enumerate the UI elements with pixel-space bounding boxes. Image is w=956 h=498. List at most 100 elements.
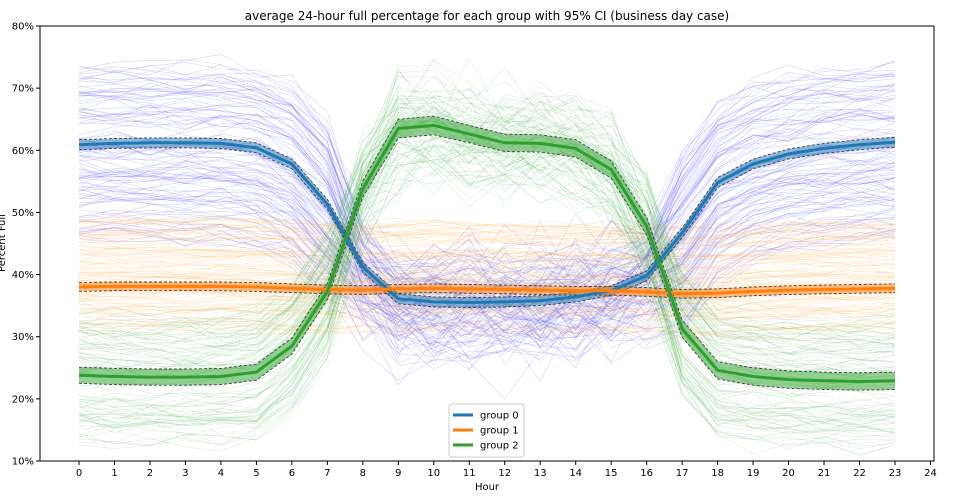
individual-trace bbox=[78, 270, 896, 288]
individual-trace bbox=[78, 224, 896, 239]
individual-trace bbox=[78, 97, 896, 283]
x-tick-label: 21 bbox=[818, 468, 831, 479]
ci-lower-line-group-0 bbox=[78, 146, 896, 308]
individual-trace bbox=[78, 234, 896, 247]
individual-trace bbox=[78, 226, 896, 240]
x-tick-label: 11 bbox=[463, 468, 476, 479]
individual-trace bbox=[78, 226, 896, 241]
individual-trace bbox=[78, 114, 896, 339]
legend-label: group 2 bbox=[480, 441, 519, 452]
series-line-group-1 bbox=[78, 284, 896, 296]
ci-upper-line-group-1 bbox=[78, 281, 896, 290]
individual-trace bbox=[78, 219, 896, 233]
y-tick-label: 60% bbox=[12, 146, 34, 157]
x-tick-label: 1 bbox=[111, 468, 117, 479]
individual-trace bbox=[78, 221, 896, 238]
individual-trace bbox=[78, 273, 896, 287]
individual-trace bbox=[78, 120, 896, 415]
individual-trace bbox=[78, 252, 896, 263]
individual-trace bbox=[78, 144, 896, 330]
individual-trace bbox=[78, 205, 896, 339]
individual-trace bbox=[78, 312, 896, 326]
individual-trace bbox=[78, 143, 896, 450]
individual-trace bbox=[78, 246, 896, 258]
individual-trace bbox=[78, 249, 896, 262]
individual-trace bbox=[78, 53, 896, 280]
individual-trace bbox=[78, 87, 896, 319]
individual-trace bbox=[78, 215, 896, 231]
series-line-group-0 bbox=[78, 140, 896, 304]
individual-trace bbox=[78, 59, 896, 321]
individual-trace bbox=[78, 141, 896, 434]
individual-trace bbox=[78, 137, 896, 417]
individual-trace bbox=[78, 69, 896, 322]
individual-trace bbox=[78, 76, 896, 283]
y-tick-label: 50% bbox=[12, 208, 34, 219]
individual-trace bbox=[78, 221, 896, 366]
individual-trace bbox=[78, 190, 896, 343]
individual-trace bbox=[78, 145, 896, 432]
individual-trace bbox=[78, 221, 896, 237]
individual-trace bbox=[78, 259, 896, 271]
individual-trace bbox=[78, 174, 896, 455]
individual-trace bbox=[78, 170, 896, 332]
individual-trace bbox=[78, 307, 896, 322]
ci-lower-line-group-1 bbox=[78, 290, 896, 299]
individual-trace bbox=[78, 303, 896, 317]
individual-trace bbox=[78, 254, 896, 267]
individual-trace bbox=[78, 144, 896, 425]
individual-trace bbox=[78, 64, 896, 298]
individual-trace bbox=[78, 248, 896, 262]
individual-trace bbox=[78, 163, 896, 327]
series-line-group-2 bbox=[78, 123, 896, 383]
individual-trace bbox=[78, 131, 896, 413]
individual-trace bbox=[78, 232, 896, 245]
individual-trace bbox=[78, 194, 896, 351]
individual-trace bbox=[78, 71, 896, 315]
individual-trace bbox=[78, 319, 896, 335]
y-tick-label: 40% bbox=[12, 270, 34, 281]
x-tick-label: 5 bbox=[253, 468, 259, 479]
individual-trace bbox=[78, 89, 896, 346]
individual-trace bbox=[78, 88, 896, 296]
individual-trace bbox=[78, 122, 896, 412]
individual-trace bbox=[78, 160, 896, 437]
x-tick-label: 6 bbox=[289, 468, 295, 479]
y-tick-label: 10% bbox=[12, 457, 34, 468]
y-axis-label: Percent Full bbox=[0, 214, 8, 272]
legend-label: group 0 bbox=[480, 411, 519, 422]
individual-trace bbox=[78, 171, 896, 331]
individual-trace bbox=[78, 272, 896, 290]
individual-trace bbox=[78, 142, 896, 418]
individual-trace bbox=[78, 290, 896, 302]
individual-trace bbox=[78, 186, 896, 358]
individual-trace bbox=[78, 209, 896, 360]
individual-trace bbox=[78, 188, 896, 351]
x-tick-label: 22 bbox=[853, 468, 866, 479]
individual-trace bbox=[78, 136, 896, 438]
individual-trace bbox=[78, 143, 896, 439]
individual-trace bbox=[78, 308, 896, 322]
individual-trace bbox=[78, 252, 896, 268]
individual-trace bbox=[78, 231, 896, 247]
individual-trace bbox=[78, 144, 896, 428]
individual-trace bbox=[78, 227, 896, 240]
individual-trace bbox=[78, 87, 896, 329]
individual-trace bbox=[78, 218, 896, 231]
individual-trace bbox=[78, 209, 896, 358]
individual-trace bbox=[78, 203, 896, 370]
individual-trace bbox=[78, 75, 896, 337]
individual-trace bbox=[78, 327, 896, 341]
x-tick-label: 19 bbox=[747, 468, 760, 479]
legend-label: group 1 bbox=[480, 426, 519, 437]
individual-trace bbox=[78, 86, 896, 350]
individual-trace bbox=[78, 264, 896, 277]
individual-trace bbox=[78, 292, 896, 304]
individual-trace bbox=[78, 75, 896, 289]
individual-trace bbox=[78, 302, 896, 315]
individual-trace bbox=[78, 245, 896, 260]
individual-trace bbox=[78, 226, 896, 400]
individual-trace bbox=[78, 65, 896, 293]
individual-trace bbox=[78, 253, 896, 269]
individual-trace bbox=[78, 222, 896, 381]
